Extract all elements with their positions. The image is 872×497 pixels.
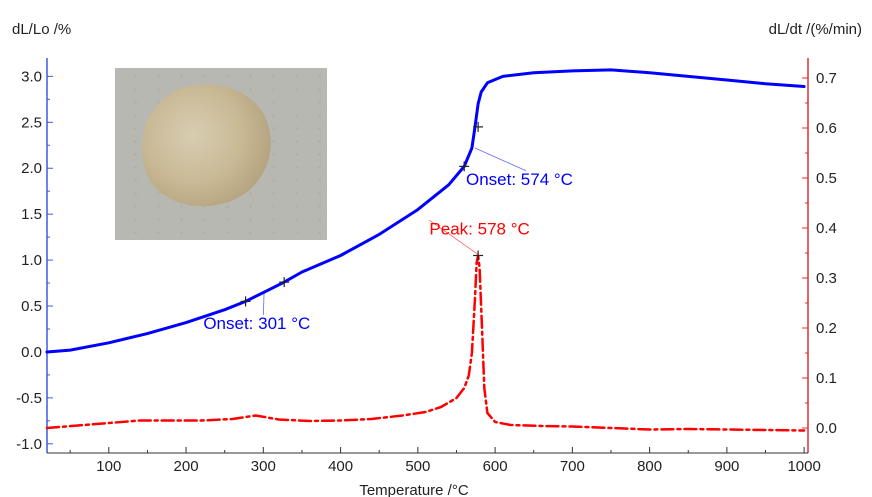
y-left-tick-label: 0.0 — [21, 344, 42, 361]
x-tick-label: 500 — [405, 458, 430, 475]
y-left-tick-label: 0.5 — [21, 298, 42, 315]
y-left-tick-label: -1.0 — [16, 436, 42, 453]
y-left-label: dL/Lo /% — [12, 21, 71, 38]
annotation-label: Onset: 301 °C — [203, 314, 310, 333]
y-left-tick-label: 2.0 — [21, 160, 42, 177]
y-right-tick-label: 0.1 — [816, 370, 837, 387]
y-left-tick-label: 1.0 — [21, 252, 42, 269]
x-tick-label: 1000 — [787, 458, 820, 475]
axes: 100 200 300 400 500 600 700 800 900 1000 3.0 2.5 2.0… — [16, 58, 837, 475]
y-right-tick-label: 0.6 — [816, 120, 837, 137]
x-tick-label: 300 — [251, 458, 276, 475]
y-left-tick-label: 1.5 — [21, 206, 42, 223]
x-tick-label: 600 — [483, 458, 508, 475]
annotation-label: Onset: 574 °C — [466, 170, 573, 189]
annotation-leader — [429, 220, 480, 256]
y-left-tick-label: 3.0 — [21, 68, 42, 85]
x-tick-label: 200 — [174, 458, 199, 475]
y-left-tick-label: 2.5 — [21, 114, 42, 131]
series-line-dl-dt — [45, 254, 806, 432]
annotation-leader — [262, 292, 265, 316]
x-tick-label: 800 — [637, 458, 662, 475]
x-tick-label: 900 — [714, 458, 739, 475]
x-tick-label: 400 — [328, 458, 353, 475]
annotation-leader — [474, 147, 527, 172]
x-tick-label: 700 — [560, 458, 585, 475]
y-right-tick-label: 0.0 — [816, 420, 837, 437]
y-right-tick-label: 0.7 — [816, 70, 837, 87]
sample-photo — [115, 68, 327, 240]
y-left-tick-label: -0.5 — [16, 390, 42, 407]
annotation-label: Peak: 578 °C — [429, 219, 529, 238]
x-tick-label: 100 — [96, 458, 121, 475]
y-right-label: dL/dt /(%/min) — [769, 21, 862, 38]
y-right-tick-label: 0.5 — [816, 170, 837, 187]
marker-layer — [240, 121, 484, 307]
annotation-layer: Onset: 301 °C Onset: 574 °C Peak: 578 °C — [203, 147, 573, 333]
y-right-tick-label: 0.4 — [816, 220, 837, 237]
y-right-tick-label: 0.2 — [816, 320, 837, 337]
x-axis-label: Temperature /°C — [359, 482, 469, 497]
y-right-tick-label: 0.3 — [816, 270, 837, 287]
